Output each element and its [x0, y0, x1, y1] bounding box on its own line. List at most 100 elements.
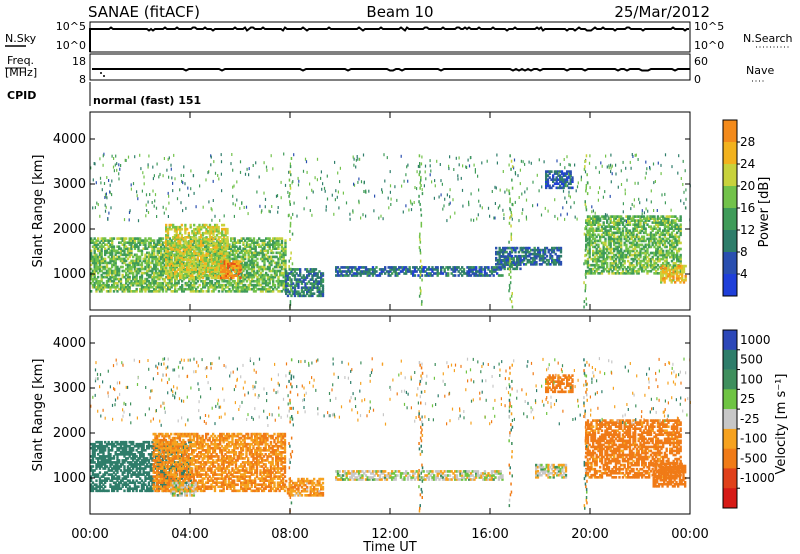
- data-cell: [210, 270, 213, 274]
- data-cell: [152, 177, 154, 181]
- data-cell: [489, 274, 492, 277]
- data-cell: [316, 286, 319, 290]
- data-cell: [447, 274, 450, 277]
- data-cell: [133, 253, 137, 257]
- data-cell: [265, 281, 268, 285]
- data-cell: [378, 268, 382, 271]
- data-cell: [445, 272, 448, 275]
- data-cell: [621, 259, 625, 263]
- data-cell: [293, 286, 297, 290]
- data-cell: [114, 253, 117, 257]
- data-cell: [667, 217, 670, 220]
- data-cell: [227, 266, 230, 270]
- data-cell: [212, 258, 215, 261]
- data-cell: [679, 269, 682, 273]
- data-cell: [249, 237, 252, 240]
- data-cell: [186, 244, 189, 247]
- data-cell: [588, 267, 591, 271]
- data-cell: [473, 274, 476, 277]
- data-cell: [571, 176, 574, 179]
- data-cell: [142, 247, 145, 251]
- data-cell: [632, 259, 635, 263]
- data-cell: [235, 290, 238, 293]
- data-cell: [597, 267, 600, 271]
- data-cell: [523, 246, 526, 250]
- data-cell: [270, 251, 273, 255]
- data-cell: [275, 279, 278, 283]
- data-cell: [637, 237, 640, 241]
- data-cell: [212, 179, 214, 183]
- data-cell: [670, 227, 674, 231]
- data-cell: [149, 275, 152, 279]
- data-cell: [280, 255, 284, 259]
- data-cell: [386, 156, 388, 160]
- data-cell: [198, 238, 201, 241]
- data-cell: [266, 265, 270, 269]
- data-cell: [158, 281, 161, 285]
- data-cell: [203, 256, 206, 259]
- data-cell: [356, 272, 359, 275]
- data-cell: [476, 274, 480, 277]
- data-cell: [496, 266, 499, 269]
- data-cell: [505, 255, 508, 258]
- data-cell: [170, 223, 173, 227]
- data-cell: [172, 265, 175, 269]
- data-cell: [123, 269, 126, 273]
- data-cell: [646, 167, 648, 171]
- data-cell: [628, 267, 632, 271]
- data-cell: [322, 182, 324, 186]
- data-cell: [252, 283, 256, 287]
- data-cell: [132, 277, 135, 281]
- data-cell: [144, 285, 147, 289]
- data-cell: [151, 245, 154, 249]
- data-cell: [111, 247, 114, 251]
- data-cell: [609, 267, 612, 271]
- data-cell: [567, 174, 571, 177]
- data-cell: [569, 178, 572, 182]
- data-cell: [420, 270, 424, 273]
- data-cell: [135, 269, 138, 273]
- data-cell: [174, 290, 177, 293]
- data-cell: [606, 255, 609, 259]
- data-cell: [156, 253, 159, 257]
- data-cell: [256, 275, 259, 279]
- data-cell: [637, 158, 639, 161]
- data-cell: [193, 229, 196, 233]
- data-cell: [533, 254, 536, 258]
- data-cell: [235, 285, 238, 289]
- data-cell: [639, 229, 642, 233]
- data-cell: [254, 290, 257, 293]
- data-cell: [566, 172, 569, 175]
- data-cell: [338, 274, 341, 277]
- data-cell: [181, 283, 184, 287]
- data-cell: [264, 205, 266, 209]
- data-cell: [353, 183, 356, 187]
- data-cell: [500, 260, 503, 264]
- data-cell: [557, 170, 560, 173]
- data-cell: [350, 266, 354, 269]
- data-cell: [270, 285, 273, 289]
- data-cell: [336, 272, 340, 275]
- data-cell: [254, 283, 257, 287]
- data-cell: [194, 233, 198, 237]
- data-cell: [179, 262, 182, 265]
- data-cell: [261, 259, 264, 263]
- data-cell: [623, 255, 626, 259]
- data-cell: [239, 264, 242, 267]
- data-cell: [552, 260, 556, 264]
- data-cell: [293, 278, 297, 281]
- data-cell: [277, 261, 280, 265]
- data-cell: [168, 262, 171, 265]
- data-cell: [670, 241, 674, 245]
- data-cell: [200, 249, 203, 253]
- data-cell: [520, 159, 522, 163]
- data-cell: [100, 277, 103, 281]
- data-cell: [126, 285, 130, 289]
- data-cell: [593, 239, 597, 243]
- data-cell: [632, 265, 635, 269]
- data-cell: [275, 237, 278, 240]
- data-cell: [597, 229, 600, 233]
- data-cell: [609, 217, 612, 220]
- data-cell: [137, 263, 140, 267]
- data-cell: [669, 245, 672, 249]
